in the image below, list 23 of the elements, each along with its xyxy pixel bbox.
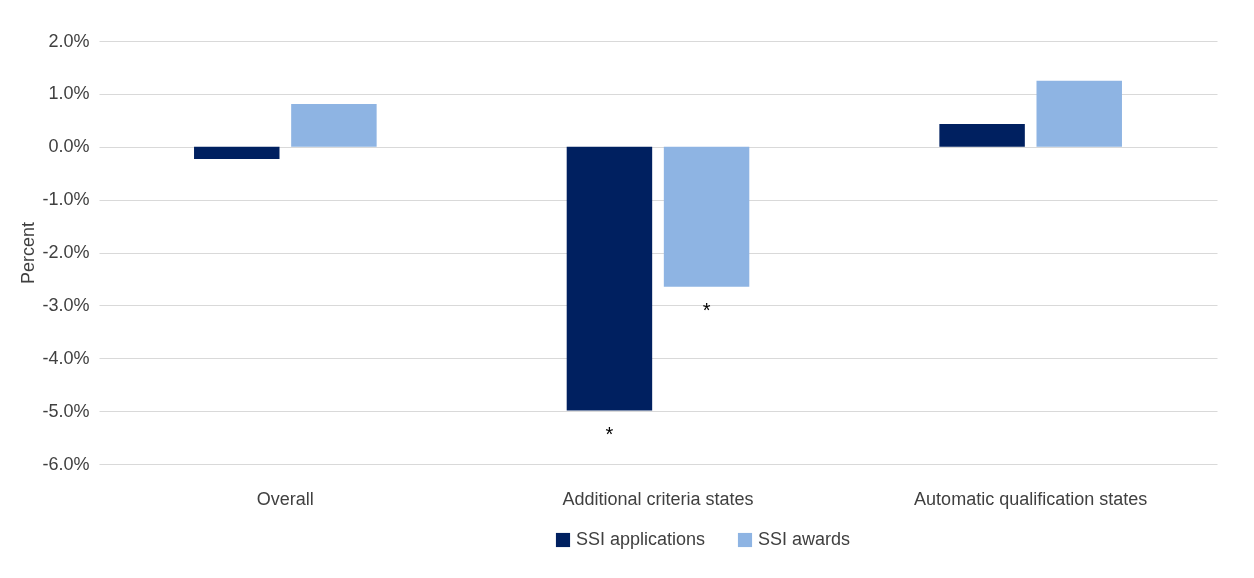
- legend-label: SSI applications: [576, 529, 706, 549]
- y-tick-label: 0.0%: [48, 136, 90, 157]
- bar: [939, 124, 1025, 147]
- bar: [1036, 80, 1122, 147]
- bar: [663, 146, 750, 287]
- y-tick-label: -1.0%: [42, 189, 90, 210]
- y-tick-label: -5.0%: [42, 400, 90, 421]
- y-tick-label: -3.0%: [42, 294, 90, 315]
- x-tick-label: Overall: [256, 488, 314, 509]
- bar: [194, 146, 280, 159]
- bar: [566, 146, 653, 411]
- y-tick-label: 2.0%: [48, 30, 90, 51]
- annotation: *: [605, 422, 614, 445]
- y-tick-label: -6.0%: [42, 453, 90, 474]
- y-axis-title: Percent: [18, 221, 39, 285]
- y-tick-label: 1.0%: [48, 83, 90, 104]
- annotation: *: [702, 298, 711, 321]
- y-tick-label: -4.0%: [42, 347, 90, 368]
- y-tick-label: -2.0%: [42, 242, 90, 262]
- bar: [291, 103, 377, 147]
- x-tick-label: Additional criteria states: [562, 488, 754, 509]
- x-tick-label: Automatic qualification states: [914, 488, 1148, 509]
- legend-label: SSI awards: [758, 529, 851, 549]
